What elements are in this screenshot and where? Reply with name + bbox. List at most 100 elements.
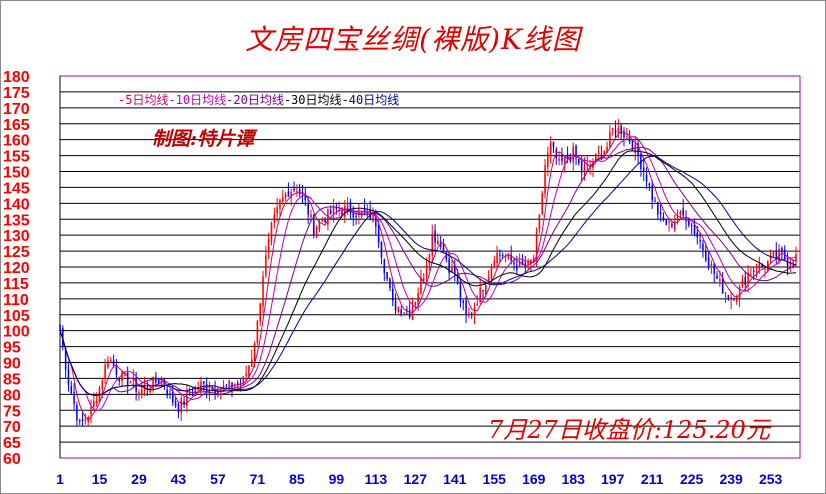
candle-body [617, 127, 620, 134]
candle-body [64, 348, 67, 370]
candle-body [789, 262, 792, 266]
candle-body [668, 221, 670, 223]
candle-body [352, 213, 355, 218]
candle-body [499, 254, 501, 256]
candle-body [253, 343, 256, 363]
candle-body [273, 214, 276, 223]
candle-body [391, 288, 394, 301]
legend-item: -20日均线 [226, 93, 284, 107]
candle-body [107, 360, 109, 368]
y-tick-label: 160 [3, 133, 30, 150]
candle-body [761, 263, 763, 268]
candle-body [284, 194, 287, 199]
candle-body [360, 211, 363, 214]
candle-body [188, 394, 191, 396]
candle-body [341, 211, 343, 215]
candle-body [180, 398, 183, 413]
candle-body [129, 382, 132, 384]
candle-body [355, 215, 357, 217]
candle-body [673, 221, 676, 230]
candle-body [256, 321, 259, 343]
candle-body [631, 140, 634, 152]
candle-body [462, 300, 465, 303]
candle-body [369, 209, 371, 220]
candle-body [775, 250, 778, 258]
candle-body [177, 404, 180, 413]
candle-body [363, 208, 366, 213]
candle-body [166, 389, 168, 396]
candle-body [84, 419, 87, 421]
candle-body [524, 262, 527, 268]
candle-body [222, 385, 225, 389]
candle-body [642, 167, 645, 172]
y-tick-label: 105 [3, 308, 30, 325]
candle-body [329, 210, 332, 215]
candle-body [239, 382, 242, 384]
candle-body [406, 309, 408, 311]
candle-body [654, 200, 656, 202]
closing-price-note: 7月27日收盘价:125.20元 [488, 416, 770, 444]
ma-40-line [59, 155, 797, 397]
candle-body [445, 252, 448, 260]
candle-body [665, 219, 668, 225]
y-tick-label: 65 [3, 435, 21, 452]
candle-body [304, 194, 307, 201]
candle-body [752, 270, 755, 272]
candle-body [487, 277, 490, 283]
candle-body [290, 191, 293, 198]
candle-body [609, 131, 611, 148]
candle-body [485, 285, 487, 295]
candle-body [442, 244, 445, 251]
candle-body [298, 189, 301, 195]
candle-body [155, 377, 157, 383]
candle-body [693, 224, 696, 235]
candle-body [307, 203, 309, 215]
candle-body [651, 185, 653, 201]
candle-body [104, 364, 106, 379]
candle-body [510, 254, 512, 261]
candle-body [310, 214, 312, 218]
candle-body [313, 215, 315, 236]
candle-body [736, 296, 738, 302]
candle-body [157, 379, 160, 384]
y-tick-label: 75 [3, 403, 21, 420]
candle-body [141, 388, 143, 395]
candle-body [637, 143, 639, 156]
candle-body [248, 365, 250, 377]
candle-body [600, 154, 603, 159]
candle-body [563, 156, 566, 165]
candle-body [724, 293, 727, 295]
candle-body [231, 382, 233, 388]
candle-body [578, 159, 580, 164]
y-tick-label: 70 [3, 419, 21, 436]
candle-body [174, 401, 177, 406]
candle-body [287, 191, 290, 197]
candle-body [332, 206, 335, 214]
x-tick-label: 113 [365, 471, 388, 487]
candle-body [521, 260, 524, 265]
candle-body [583, 166, 586, 173]
y-axis: 6065707580859095100105110115120125130135… [3, 69, 30, 468]
candle-body [448, 258, 450, 274]
x-tick-label: 71 [250, 471, 266, 487]
candle-body [262, 276, 264, 307]
candle-body [318, 221, 321, 230]
candle-body [465, 300, 467, 316]
candle-body [470, 313, 473, 315]
ma-10-line [59, 136, 797, 412]
candle-body [431, 233, 434, 256]
chart-credit: 制图:特片谭 [152, 128, 255, 150]
y-tick-label: 125 [3, 244, 30, 261]
candle-body [90, 406, 92, 415]
candle-body [603, 150, 606, 156]
x-tick-label: 85 [289, 471, 305, 487]
candle-body [558, 158, 560, 161]
candle-body [70, 386, 73, 394]
x-tick-label: 15 [92, 471, 108, 487]
x-tick-label: 155 [483, 471, 507, 487]
candle-body [234, 385, 236, 388]
candle-body [704, 251, 707, 261]
candle-body [657, 201, 659, 215]
candle-body [476, 304, 479, 306]
candle-body [719, 278, 721, 282]
